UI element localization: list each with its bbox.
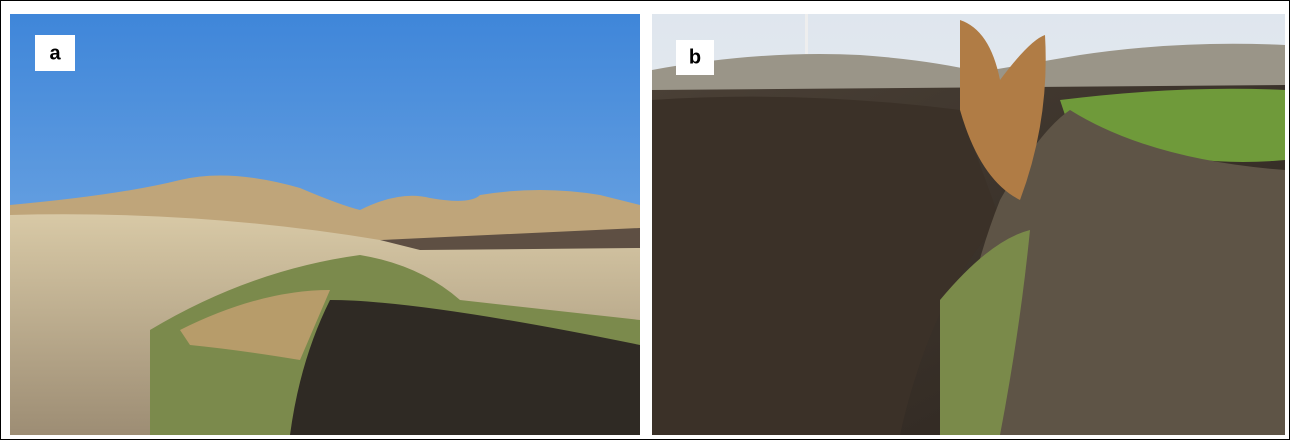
figure: a b — [0, 0, 1290, 440]
panel-label: b — [689, 46, 701, 68]
photo-b — [652, 14, 1285, 435]
photo-a — [10, 14, 640, 435]
panel-label: a — [49, 42, 61, 64]
